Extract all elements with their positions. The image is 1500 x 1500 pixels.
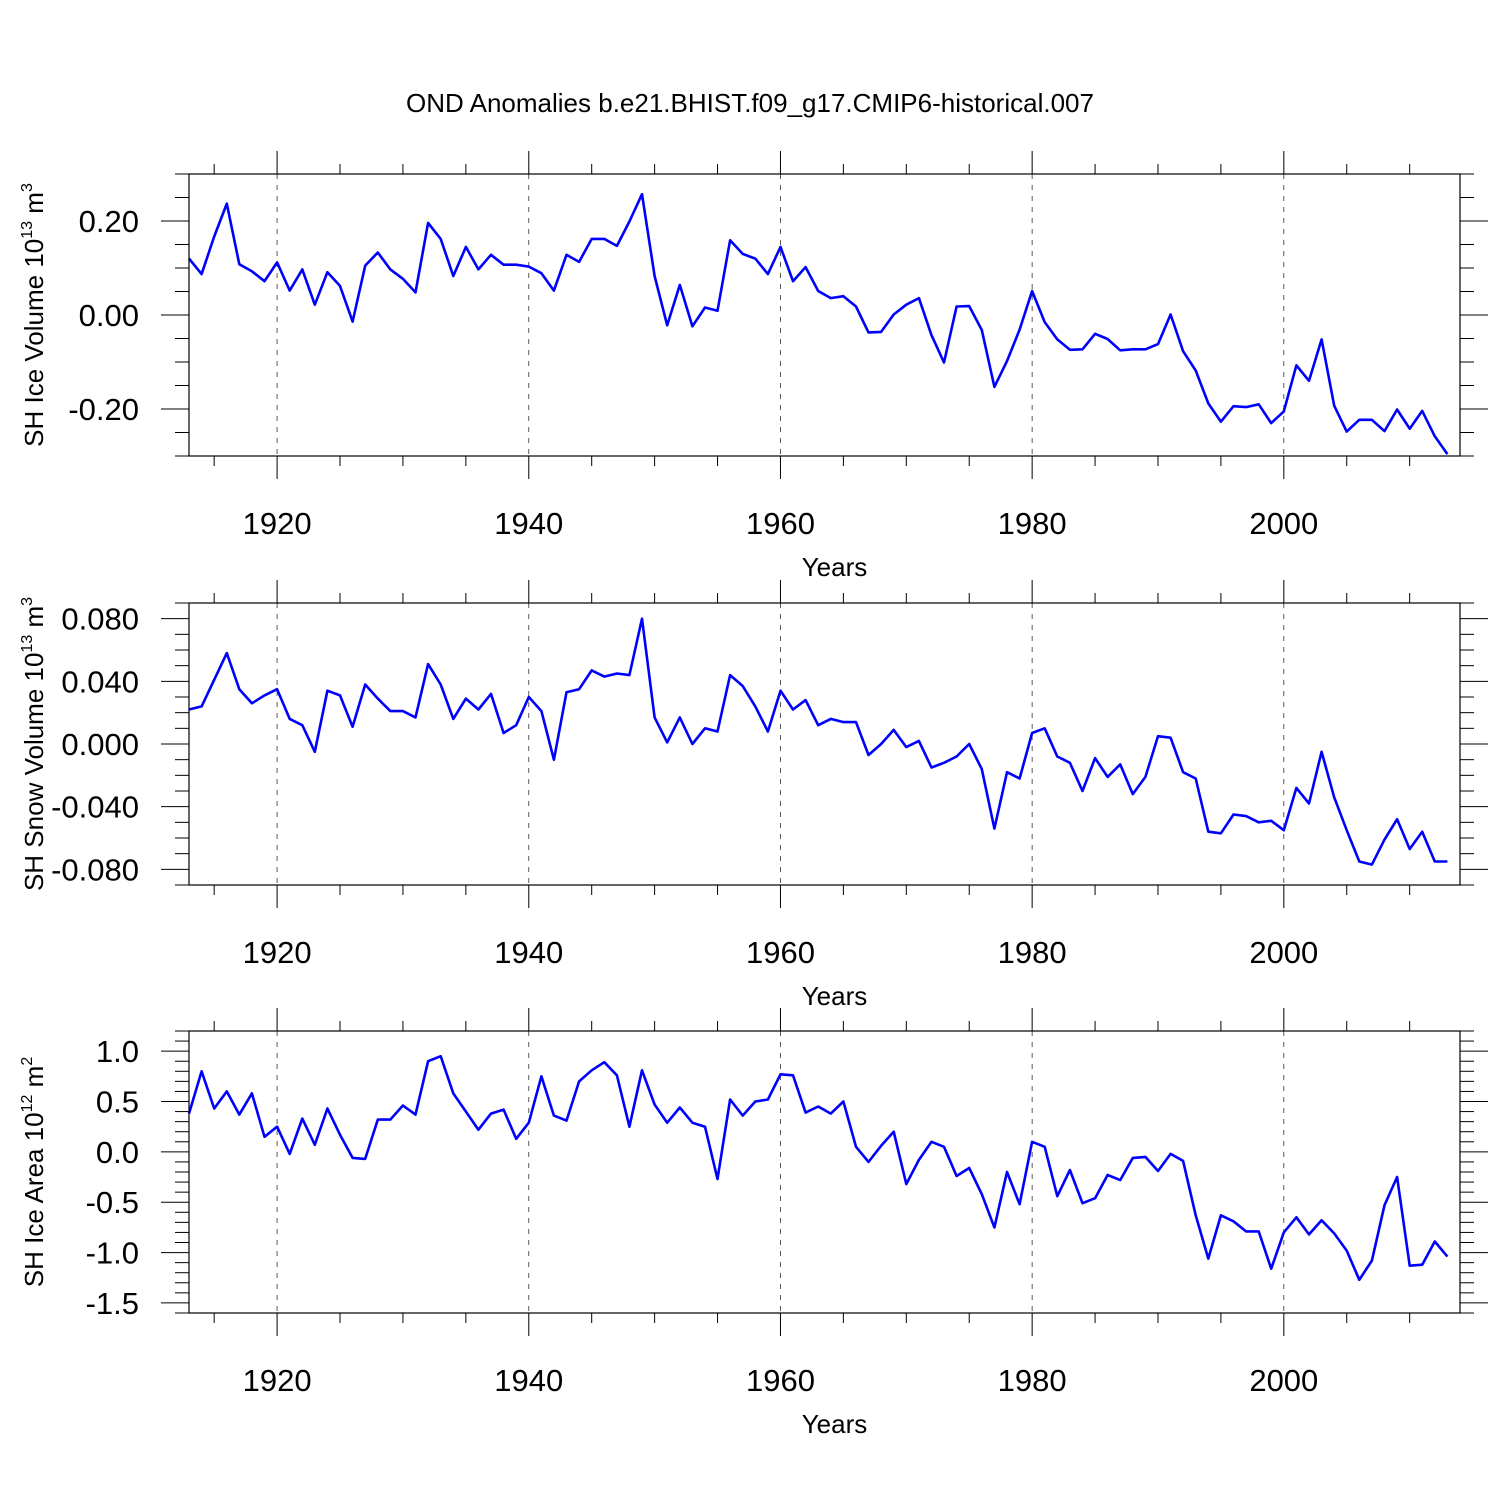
y-tick-label: 1.0 — [96, 1034, 139, 1069]
y-tick-label: 0.0 — [96, 1135, 139, 1170]
x-tick-label: 1940 — [494, 935, 563, 970]
ice-volume-panel: 0.20 0.00 -0.20 1920 1940 1960 1980 2000 Years SH… — [19, 151, 1488, 582]
y-axis-label-unit-exponent: 3 — [19, 597, 36, 606]
y-tick-label: -1.0 — [86, 1236, 139, 1271]
y-axis-label-text: SH Ice Volume 10 — [19, 239, 49, 447]
y-tick-label: 0.040 — [61, 664, 139, 699]
x-axis-label: Years — [802, 552, 868, 582]
y-axis-label-text: SH Ice Area 10 — [19, 1112, 49, 1287]
x-tick-label: 1980 — [998, 1363, 1067, 1398]
y-tick-label: -0.20 — [68, 392, 139, 427]
y-tick-label: 0.00 — [79, 298, 139, 333]
x-tick-label: 1960 — [746, 935, 815, 970]
y-tick-label: 0.5 — [96, 1085, 139, 1120]
y-tick-label: 0.000 — [61, 727, 139, 762]
figure-title: OND Anomalies b.e21.BHIST.f09_g17.CMIP6-… — [406, 88, 1094, 118]
x-axis-label: Years — [802, 981, 868, 1011]
x-axis-label: Years — [802, 1409, 868, 1439]
y-tick-label: -0.5 — [86, 1185, 139, 1220]
y-axis-label: SH Ice Volume 1013 m3 — [19, 183, 49, 447]
series-line — [187, 192, 1449, 455]
y-tick-label: 0.080 — [61, 602, 139, 637]
y-axis-label-exponent: 13 — [19, 635, 36, 653]
x-tick-label: 1980 — [998, 506, 1067, 541]
y-axis-label-unit: m — [19, 1066, 49, 1095]
x-tick-label: 1960 — [746, 506, 815, 541]
y-axis-label-exponent: 13 — [19, 221, 36, 239]
x-tick-label: 1940 — [494, 506, 563, 541]
x-tick-label: 2000 — [1249, 935, 1318, 970]
series-line — [188, 617, 1448, 866]
x-tick-label: 1920 — [243, 1363, 312, 1398]
x-tick-label: 2000 — [1249, 1363, 1318, 1398]
y-tick-label: 0.20 — [79, 204, 139, 239]
y-tick-label: -0.080 — [51, 852, 139, 887]
series-line — [187, 1054, 1449, 1282]
snow-volume-panel: 0.080 0.040 0.000 -0.040 -0.080 1920 1940 1960 1… — [19, 580, 1488, 1011]
y-axis-label-text: SH Snow Volume 10 — [19, 653, 49, 891]
plot-frame — [188, 173, 1461, 457]
ice-area-panel: 1.0 0.5 0.0 -0.5 -1.0 -1.5 1920 1940 1960 1980 200… — [19, 1008, 1488, 1439]
x-tick-label: 2000 — [1249, 506, 1318, 541]
y-axis-label-exponent: 12 — [19, 1094, 36, 1112]
plot-frame — [188, 602, 1461, 886]
x-tick-label: 1960 — [746, 1363, 815, 1398]
y-axis-label-unit-exponent: 2 — [19, 1057, 36, 1066]
y-tick-label: -0.040 — [51, 790, 139, 825]
x-tick-label: 1940 — [494, 1363, 563, 1398]
y-axis-label-unit: m — [19, 606, 49, 635]
y-tick-label: -1.5 — [86, 1286, 139, 1321]
y-axis-label: SH Snow Volume 1013 m3 — [19, 597, 49, 891]
x-tick-label: 1920 — [243, 506, 312, 541]
y-axis-label: SH Ice Area 1012 m2 — [19, 1057, 49, 1288]
plot-frame — [188, 1030, 1461, 1314]
x-tick-label: 1980 — [998, 935, 1067, 970]
y-axis-label-unit: m — [19, 192, 49, 221]
x-tick-label: 1920 — [243, 935, 312, 970]
y-axis-label-unit-exponent: 3 — [19, 183, 36, 192]
